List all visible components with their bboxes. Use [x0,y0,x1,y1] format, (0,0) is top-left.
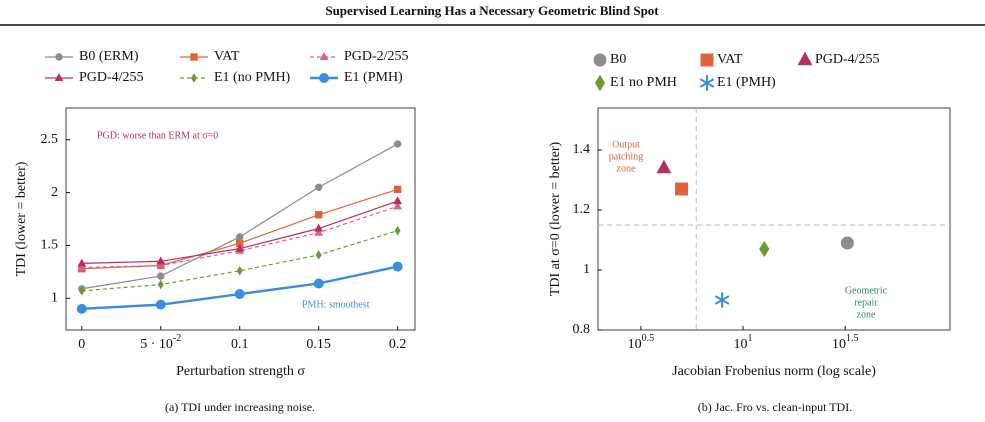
marker [319,52,329,61]
legend-label: PGD-4/255 [815,52,880,67]
marker [314,183,323,191]
annotation: repair [854,297,878,308]
marker [314,211,323,219]
marker [392,261,403,272]
annotation: Geometric [845,285,888,296]
marker [190,53,198,61]
annotation: zone [857,309,876,320]
x-tick-label: 101.5 [832,333,859,352]
caption: (b) Jac. Fro vs. clean-input TDI. [698,400,852,414]
marker [315,250,322,260]
y-tick-label: 2 [51,185,58,200]
marker [234,289,245,300]
marker [393,185,402,194]
marker [236,266,243,276]
marker [76,303,87,314]
x-tick-label: 5 · 10-2 [140,333,181,352]
marker [156,256,166,265]
legend-label: E1 no PMH [610,75,677,90]
marker [594,74,606,92]
x-tick-label: 0.15 [306,337,331,352]
plot-frame [597,107,951,331]
marker [394,225,401,236]
legend-label: VAT [717,52,743,67]
marker [157,279,164,290]
y-tick-label: 1 [51,291,58,306]
x-axis-label: Jacobian Frobenius norm (log scale) [672,364,876,379]
marker [675,182,689,196]
x-tick-label: 100.5 [628,333,655,352]
series-line [81,230,398,292]
y-axis-label: TDI at σ=0 (lower = better) [548,141,563,296]
marker [155,299,166,310]
marker [714,292,730,308]
marker [700,53,714,67]
marker [797,51,813,66]
y-tick-label: 1.5 [41,238,59,253]
figure-title: Supervised Learning Has a Necessary Geom… [325,3,659,18]
x-tick-label: 101 [734,333,753,352]
legend-label: E1 (no PMH) [214,70,291,85]
annotation: patching [609,151,643,162]
marker [759,240,770,258]
annotation: Output [612,139,640,150]
legend-label: VAT [214,49,240,64]
y-tick-label: 2.5 [41,132,59,147]
marker [55,53,63,61]
marker [313,278,324,289]
marker [235,243,245,252]
y-tick-label: 1.2 [573,202,591,217]
marker [593,53,607,67]
marker [314,227,324,236]
series-line [81,205,398,269]
marker [236,233,244,241]
marker [393,196,402,205]
legend-label: E1 (PMH) [344,70,403,85]
marker [319,73,329,83]
y-axis-label: TDI (lower = better) [14,161,29,276]
y-tick-label: 1.4 [573,142,591,157]
marker [191,73,197,83]
series-line [81,188,398,270]
legend-label: PGD-2/255 [344,49,409,64]
annotation: PMH: smoothest [302,299,370,310]
plot-frame [65,107,416,331]
legend-label: B0 [610,52,626,67]
caption: (a) TDI under increasing noise. [165,400,315,414]
x-axis-label: Perturbation strength σ [176,364,305,379]
y-tick-label: 1 [583,262,590,277]
marker [157,272,165,280]
marker [393,140,402,148]
marker [77,258,87,267]
annotation: zone [617,163,636,174]
x-tick-label: 0.1 [231,337,249,352]
x-tick-label: 0.2 [389,337,407,352]
marker [54,73,64,82]
marker [78,286,85,296]
marker [656,159,672,174]
series-line [81,200,398,264]
marker [314,223,324,232]
y-tick-label: 0.8 [573,322,591,337]
annotation: PGD: worse than ERM at σ=0 [97,130,218,141]
x-tick-label: 0 [78,337,85,352]
marker [77,262,87,271]
legend-label: PGD-4/255 [79,70,144,85]
legend-label: B0 (ERM) [79,49,139,64]
marker [840,236,854,250]
marker [393,201,402,210]
marker [156,260,166,269]
marker [699,75,715,91]
legend-label: E1 (PMH) [717,75,776,90]
